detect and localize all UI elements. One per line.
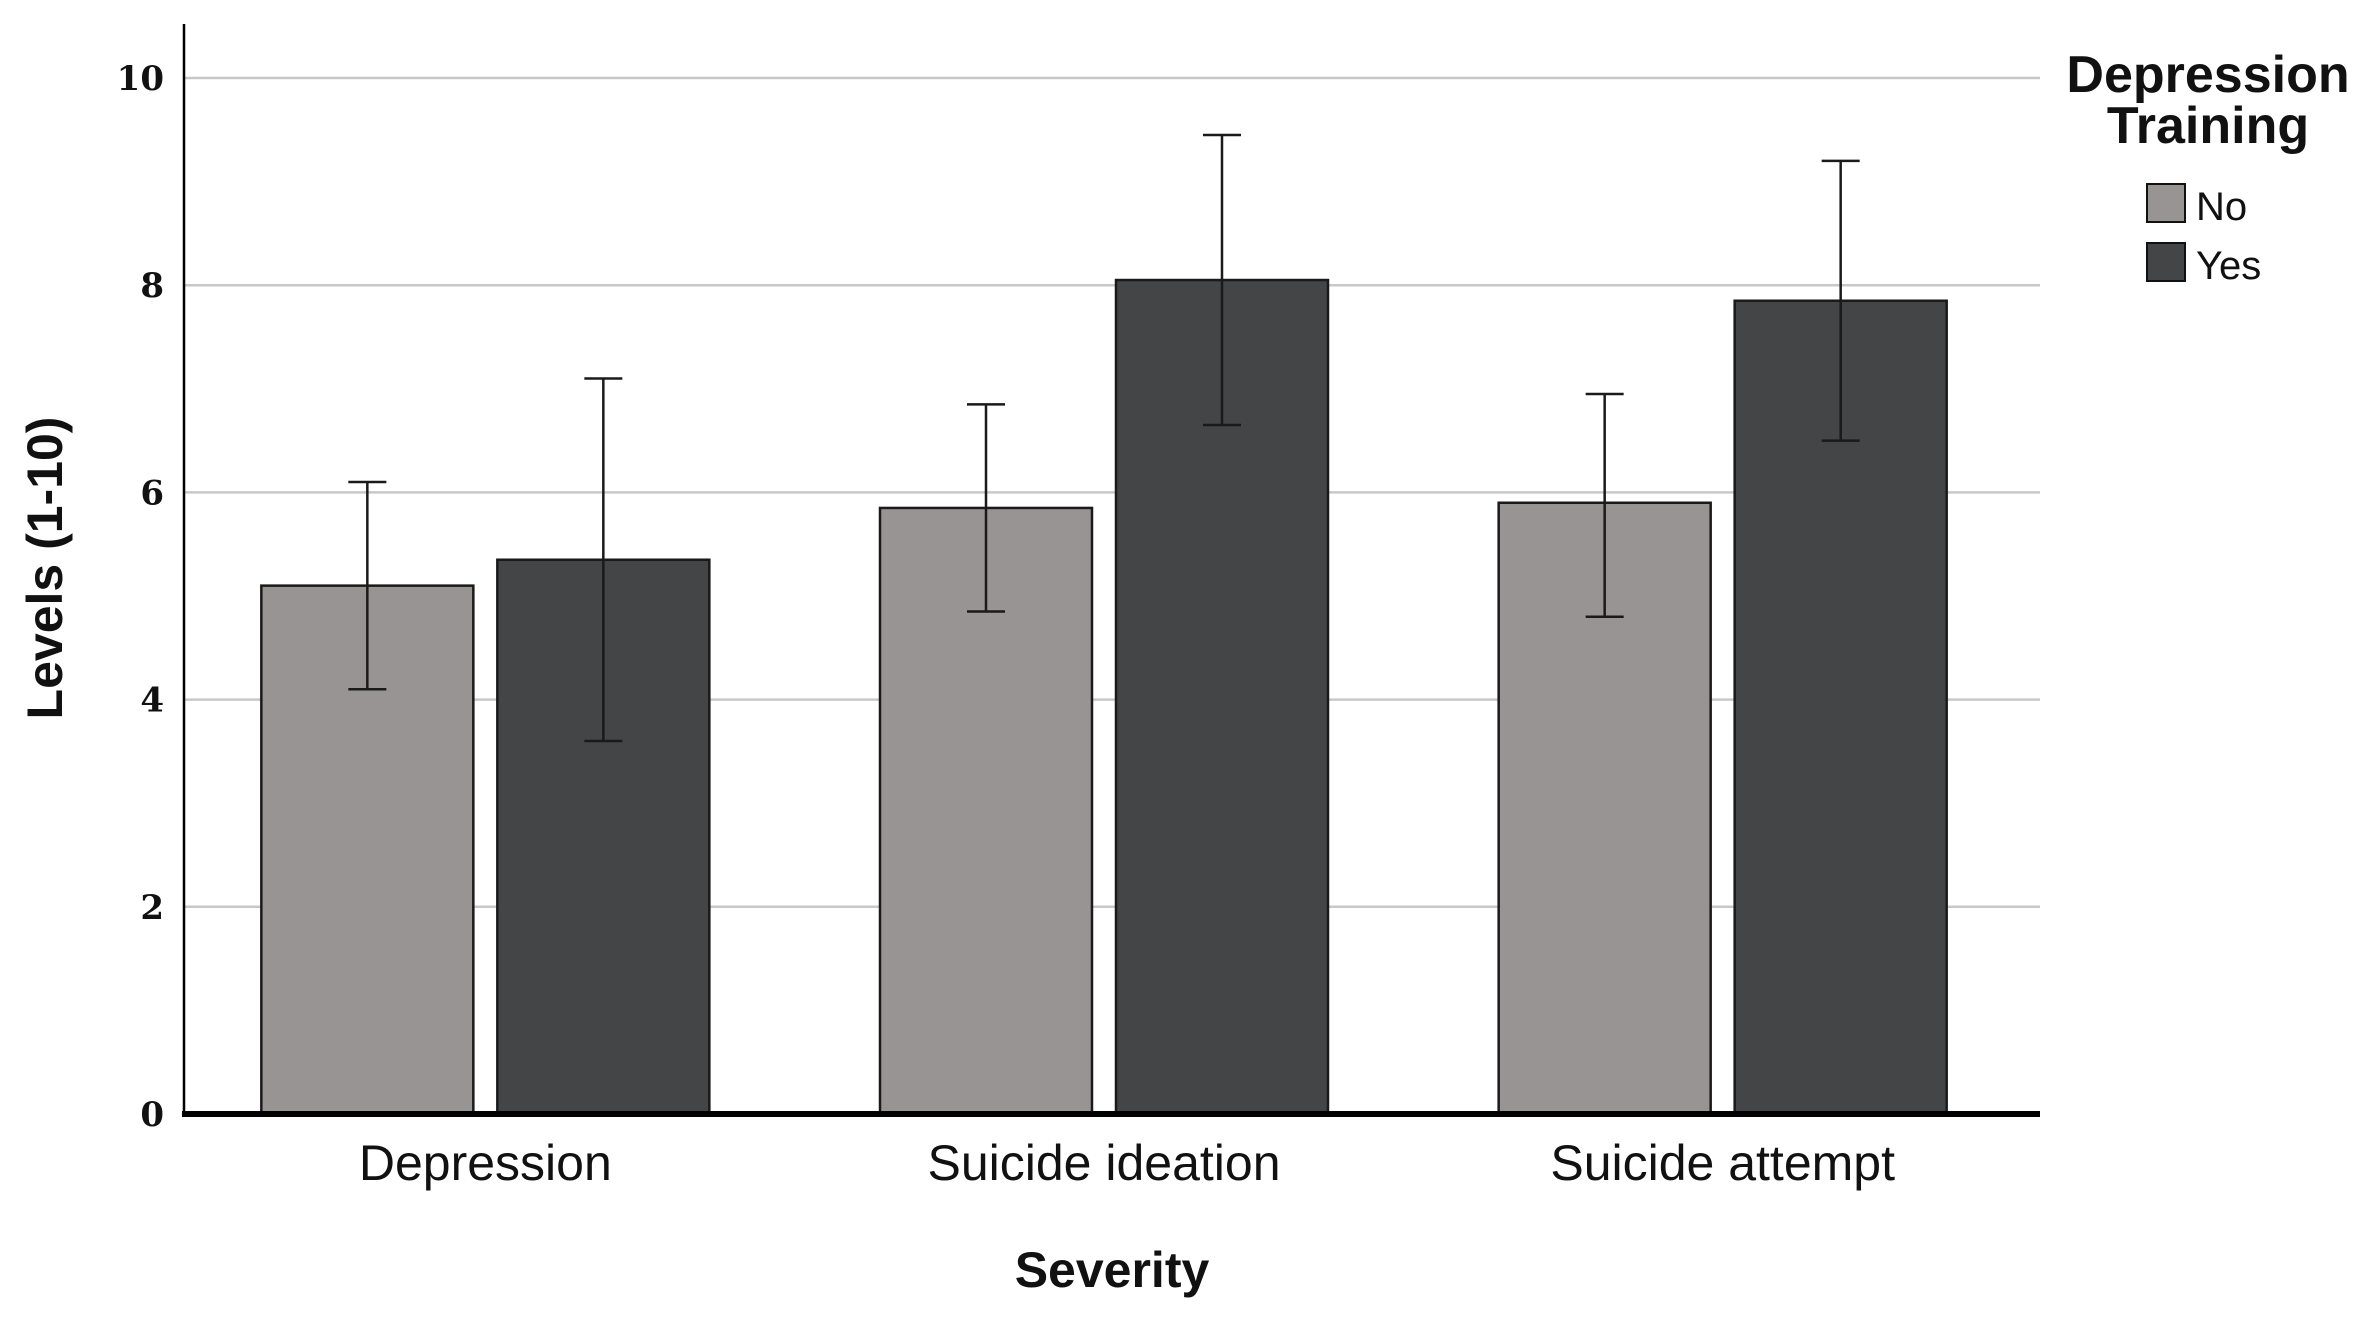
axes [182, 24, 2040, 1117]
legend-label-no: No [2196, 185, 2247, 229]
legend: Depression Training No Yes [2066, 46, 2349, 288]
x-tick-label: Suicide attempt [1550, 1135, 1895, 1191]
legend-swatch-no [2146, 183, 2186, 223]
x-tick-label: Suicide ideation [927, 1135, 1280, 1191]
error-bar-yes-0 [584, 377, 623, 743]
error-bar-no-2 [1585, 392, 1624, 618]
y-tick-label: 4 [140, 681, 164, 721]
x-tick-label: Depression [359, 1135, 612, 1191]
y-tick-label: 10 [117, 59, 164, 99]
error-bar-yes-1 [1203, 133, 1241, 427]
y-tick-label: 0 [140, 1095, 164, 1135]
x-tick-labels: Depression Suicide ideation Suicide attemp… [359, 1135, 1895, 1191]
legend-label-yes: Yes [2196, 244, 2261, 288]
y-tick-label: 8 [140, 266, 164, 306]
bars [260, 278, 1948, 1116]
x-axis-title: Severity [1015, 1242, 1210, 1298]
y-tick-label: 2 [140, 888, 164, 928]
y-tick-label: 6 [140, 473, 164, 513]
y-tick-labels: 0 2 4 6 8 10 [117, 59, 164, 1135]
error-bar-no-1 [967, 403, 1005, 613]
legend-title-line-2: Training [2107, 97, 2309, 155]
gridlines [184, 76, 2040, 909]
legend-swatch-yes [2146, 242, 2186, 282]
error-bar-no-0 [348, 480, 387, 691]
legend-title-line-1: Depression [2066, 46, 2349, 104]
error-bars [348, 133, 1860, 743]
error-bar-yes-2 [1821, 159, 1860, 442]
y-axis-title: Levels (1-10) [17, 417, 73, 720]
